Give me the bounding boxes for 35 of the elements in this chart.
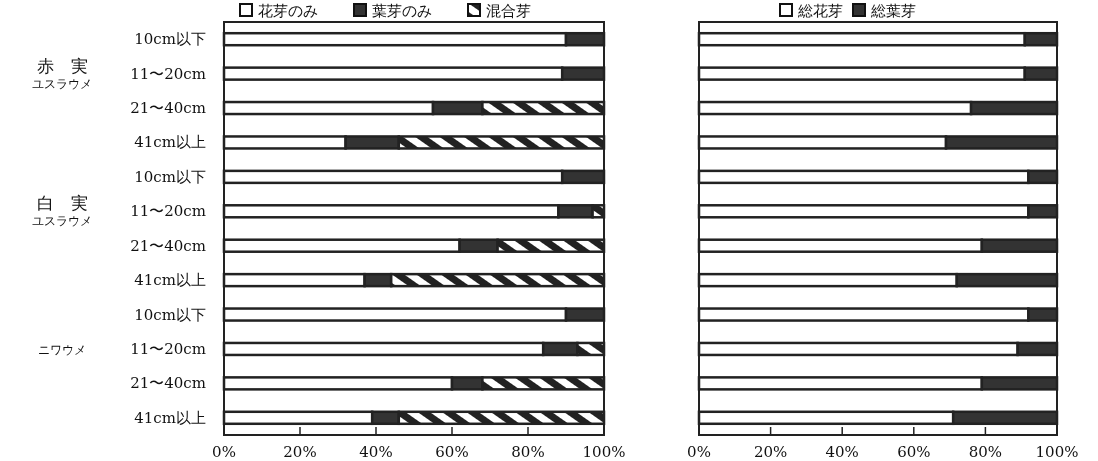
y-tick-label: 41cm以上 <box>134 133 206 152</box>
text: 赤 実 <box>36 55 88 76</box>
y-tick-label: 10cm以下 <box>134 167 206 186</box>
text: 白 実 <box>36 193 88 214</box>
x-tick-label: 0% <box>687 443 711 461</box>
x-tick-label: 100% <box>1035 443 1079 461</box>
x-tick-label: 80% <box>968 443 1003 461</box>
text: ユスラウメ <box>32 76 92 91</box>
y-tick-label: 11〜20cm <box>130 339 206 358</box>
y-tick-label: 41cm以上 <box>134 408 206 427</box>
y-tick-label: 10cm以下 <box>134 30 206 49</box>
text: ニワウメ <box>38 342 86 357</box>
legend-label: 混合芽 <box>486 2 531 20</box>
y-tick-label: 11〜20cm <box>130 202 206 221</box>
x-tick-label: 0% <box>212 443 236 461</box>
series-label: 花芽のみ <box>258 2 318 20</box>
legend-label: 総葉芽 <box>870 2 916 20</box>
y-tick-label: 21〜40cm <box>130 99 206 118</box>
x-tick-label: 60% <box>435 443 469 461</box>
y-tick-label: 41cm以上 <box>134 271 206 290</box>
x-tick-label: 40% <box>359 443 393 461</box>
x-tick-label: 60% <box>897 443 931 461</box>
text: ユスラウメ <box>32 214 92 229</box>
y-tick-label: 21〜40cm <box>130 236 206 255</box>
legend-label: 葉芽のみ <box>372 2 432 20</box>
y-tick-label: 10cm以下 <box>134 305 206 324</box>
legend: 総花芽 総葉芽 <box>779 2 916 20</box>
x-tick-label: 40% <box>825 443 859 461</box>
x-tick-label: 100% <box>582 443 626 461</box>
x-tick-label: 20% <box>283 443 317 461</box>
x-tick-label: 80% <box>511 443 545 461</box>
y-tick-label: 11〜20cm <box>130 64 206 83</box>
x-tick-label: 20% <box>753 443 788 461</box>
series-label: 総花芽 <box>797 2 843 20</box>
y-tick-label: 21〜40cm <box>130 374 206 393</box>
